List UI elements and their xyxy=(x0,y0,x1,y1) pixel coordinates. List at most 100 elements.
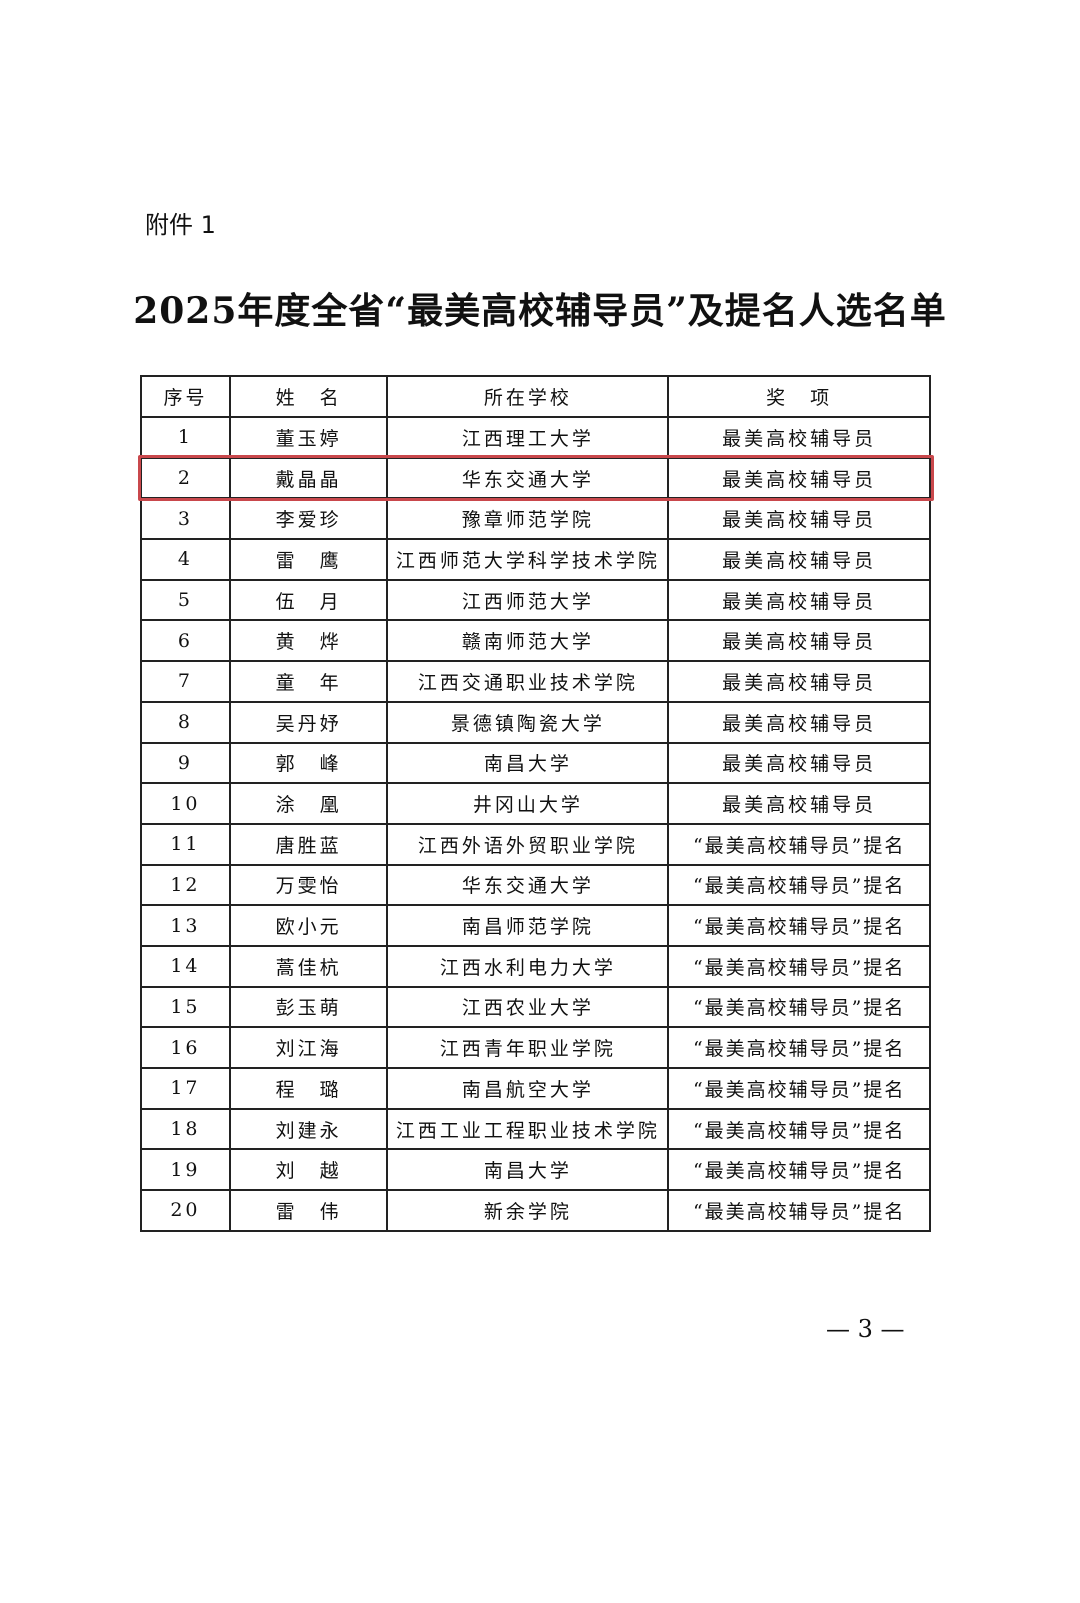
cell-index: 7 xyxy=(140,660,231,703)
cell-award: 最美高校辅导员 xyxy=(667,660,931,703)
table-row: 8 吴丹妤 景德镇陶瓷大学 最美高校辅导员 xyxy=(140,700,931,744)
cell-index: 11 xyxy=(140,822,231,866)
cell-index: 2 xyxy=(140,456,231,500)
table-row: 17 程 璐南昌航空大学 “最美高校辅导员”提名 xyxy=(140,1067,931,1110)
cell-school: 江西青年职业学院 xyxy=(386,1026,670,1069)
table-row: 19 刘 越南昌大学 “最美高校辅导员”提名 xyxy=(140,1148,931,1192)
cell-name: 童 年 xyxy=(228,660,389,703)
cell-name: 黄 烨 xyxy=(228,619,389,663)
table-row: 15 彭玉萌 江西农业大学 “最美高校辅导员”提名 xyxy=(140,985,931,1029)
cell-school: 豫章师范学院 xyxy=(386,497,670,541)
cell-name: 伍 月 xyxy=(228,578,389,622)
cell-name: 李爱珍 xyxy=(228,497,389,541)
cell-award: 最美高校辅导员 xyxy=(667,538,931,581)
cell-school: 南昌师范学院 xyxy=(386,904,670,947)
cell-index: 18 xyxy=(140,1107,231,1151)
cell-index: 16 xyxy=(140,1026,231,1069)
cell-name: 董玉婷 xyxy=(228,416,389,459)
header-award: 奖 项 xyxy=(667,375,931,418)
cell-school: 江西师范大学 xyxy=(386,578,670,622)
table-row: 1 董玉婷 江西理工大学 最美高校辅导员 xyxy=(140,416,931,459)
cell-index: 5 xyxy=(140,578,231,622)
cell-index: 1 xyxy=(140,416,231,459)
table-row: 16 刘江海 江西青年职业学院 “最美高校辅导员”提名 xyxy=(140,1026,931,1069)
cell-index: 6 xyxy=(140,619,231,663)
cell-school: 新余学院 xyxy=(386,1189,670,1232)
cell-name: 唐胜蓝 xyxy=(228,822,389,866)
cell-award: 最美高校辅导员 xyxy=(667,497,931,541)
cell-index: 9 xyxy=(140,741,231,785)
cell-award: 最美高校辅导员 xyxy=(667,456,931,500)
cell-name: 蒿佳杭 xyxy=(228,944,389,988)
cell-school: 南昌大学 xyxy=(386,1148,670,1192)
cell-school: 江西理工大学 xyxy=(386,416,670,459)
cell-name: 刘江海 xyxy=(228,1026,389,1069)
cell-name: 万雯怡 xyxy=(228,863,389,907)
cell-index: 19 xyxy=(140,1148,231,1192)
cell-award: 最美高校辅导员 xyxy=(667,782,931,825)
cell-name: 刘 越 xyxy=(228,1148,389,1192)
cell-name: 雷 鹰 xyxy=(228,538,389,581)
cell-index: 10 xyxy=(140,782,231,825)
cell-award: “最美高校辅导员”提名 xyxy=(667,822,931,866)
cell-award: “最美高校辅导员”提名 xyxy=(667,1189,931,1232)
table-row: 12 万雯怡 华东交通大学 “最美高校辅导员”提名 xyxy=(140,863,931,907)
attachment-label: 附件 1 xyxy=(145,211,216,239)
cell-award: 最美高校辅导员 xyxy=(667,700,931,744)
header-index: 序号 xyxy=(140,375,231,418)
cell-name: 雷 伟 xyxy=(228,1189,389,1232)
cell-name: 欧小元 xyxy=(228,904,389,947)
cell-name: 彭玉萌 xyxy=(228,985,389,1029)
cell-school: 江西师范大学科学技术学院 xyxy=(386,538,670,581)
table-row: 18 刘建永 江西工业工程职业技术学院 “最美高校辅导员”提名 xyxy=(140,1107,931,1151)
cell-school: 华东交通大学 xyxy=(386,456,670,500)
cell-name: 戴晶晶 xyxy=(228,456,389,500)
cell-school: 华东交通大学 xyxy=(386,863,670,907)
nominee-table: 序号 姓 名 所在学校 奖 项 1 董玉婷 江西理工大学 最美高校辅导员 2 戴晶晶 华东交… xyxy=(140,375,931,1232)
cell-index: 20 xyxy=(140,1189,231,1232)
cell-school: 赣南师范大学 xyxy=(386,619,670,663)
cell-award: “最美高校辅导员”提名 xyxy=(667,1148,931,1192)
cell-award: 最美高校辅导员 xyxy=(667,416,931,459)
cell-name: 吴丹妤 xyxy=(228,700,389,744)
cell-index: 3 xyxy=(140,497,231,541)
cell-award: “最美高校辅导员”提名 xyxy=(667,904,931,947)
cell-school: 井冈山大学 xyxy=(386,782,670,825)
cell-index: 12 xyxy=(140,863,231,907)
cell-index: 15 xyxy=(140,985,231,1029)
cell-award: “最美高校辅导员”提名 xyxy=(667,1067,931,1110)
cell-name: 郭 峰 xyxy=(228,741,389,785)
page-number: — 3 — xyxy=(826,1315,905,1343)
cell-school: 南昌航空大学 xyxy=(386,1067,670,1110)
table-row: 11 唐胜蓝 江西外语外贸职业学院 “最美高校辅导员”提名 xyxy=(140,822,931,866)
cell-award: “最美高校辅导员”提名 xyxy=(667,1107,931,1151)
cell-award: 最美高校辅导员 xyxy=(667,578,931,622)
table-row: 10 涂 凰井冈山大学 最美高校辅导员 xyxy=(140,782,931,825)
table-row: 14 蒿佳杭 江西水利电力大学 “最美高校辅导员”提名 xyxy=(140,944,931,988)
cell-name: 程 璐 xyxy=(228,1067,389,1110)
document-title: 2025年度全省“最美高校辅导员”及提名人选名单 xyxy=(133,290,947,332)
cell-award: “最美高校辅导员”提名 xyxy=(667,944,931,988)
cell-award: “最美高校辅导员”提名 xyxy=(667,1026,931,1069)
cell-index: 4 xyxy=(140,538,231,581)
table-row: 20 雷 伟新余学院 “最美高校辅导员”提名 xyxy=(140,1189,931,1232)
cell-school: 景德镇陶瓷大学 xyxy=(386,700,670,744)
cell-award: “最美高校辅导员”提名 xyxy=(667,985,931,1029)
table-header-row: 序号 姓 名 所在学校 奖 项 xyxy=(140,375,931,418)
cell-school: 江西交通职业技术学院 xyxy=(386,660,670,703)
cell-school: 江西外语外贸职业学院 xyxy=(386,822,670,866)
table-row: 13 欧小元 南昌师范学院 “最美高校辅导员”提名 xyxy=(140,904,931,947)
cell-award: 最美高校辅导员 xyxy=(667,741,931,785)
cell-index: 13 xyxy=(140,904,231,947)
cell-index: 14 xyxy=(140,944,231,988)
table-row: 3 李爱珍 豫章师范学院 最美高校辅导员 xyxy=(140,497,931,541)
cell-name: 涂 凰 xyxy=(228,782,389,825)
cell-school: 南昌大学 xyxy=(386,741,670,785)
header-name: 姓 名 xyxy=(228,375,389,418)
cell-award: 最美高校辅导员 xyxy=(667,619,931,663)
header-school: 所在学校 xyxy=(386,375,670,418)
